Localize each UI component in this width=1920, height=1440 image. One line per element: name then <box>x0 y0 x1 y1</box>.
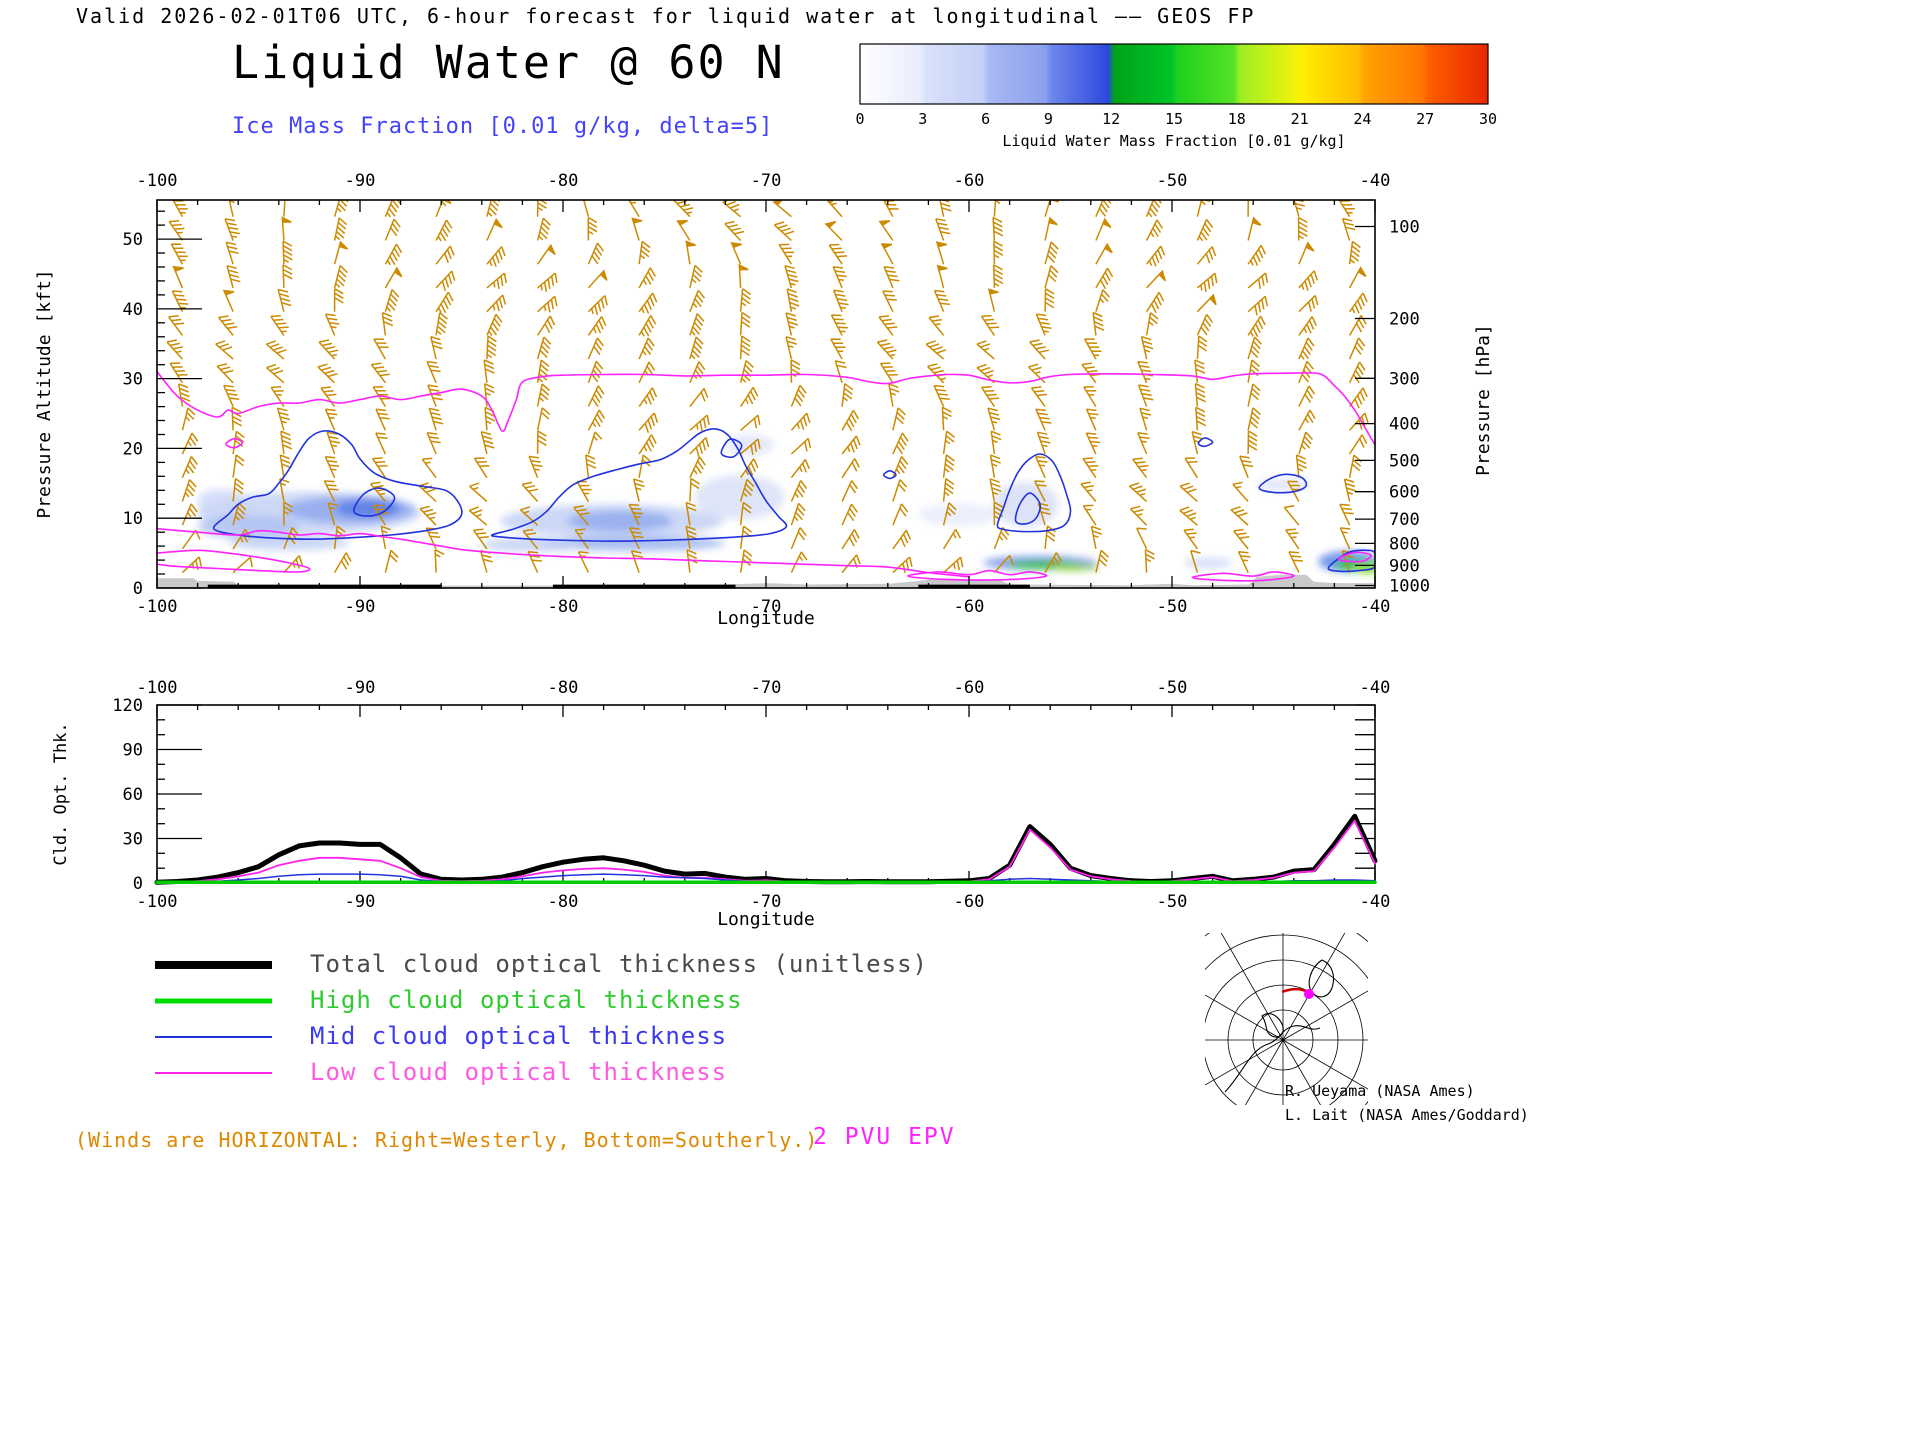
svg-text:500: 500 <box>1389 451 1420 471</box>
svg-text:3: 3 <box>918 110 927 128</box>
svg-text:9: 9 <box>1044 110 1053 128</box>
svg-text:Pressure Altitude [kft]: Pressure Altitude [kft] <box>34 269 55 518</box>
svg-text:-40: -40 <box>1360 597 1391 617</box>
page-title: Liquid Water @ 60 N <box>232 36 785 89</box>
svg-text:-50: -50 <box>1157 678 1188 698</box>
locator-map <box>1205 933 1368 1105</box>
svg-text:-90: -90 <box>345 171 376 191</box>
svg-text:-80: -80 <box>548 678 579 698</box>
colorbar-label: Liquid Water Mass Fraction [0.01 g/kg] <box>1002 132 1346 150</box>
svg-text:-100: -100 <box>137 678 178 698</box>
legend-label-high: High cloud optical thickness <box>310 986 743 1014</box>
svg-text:-70: -70 <box>751 597 782 617</box>
svg-text:800: 800 <box>1389 534 1420 554</box>
svg-text:Cld. Opt. Thk.: Cld. Opt. Thk. <box>51 722 71 865</box>
svg-text:12: 12 <box>1102 110 1120 128</box>
svg-text:-80: -80 <box>548 892 579 912</box>
svg-text:-80: -80 <box>548 171 579 191</box>
svg-text:-60: -60 <box>954 171 985 191</box>
ice-mass-subtitle: Ice Mass Fraction [0.01 g/kg, delta=5] <box>232 114 774 139</box>
svg-text:40: 40 <box>123 300 143 320</box>
svg-text:-60: -60 <box>954 678 985 698</box>
valid-line: Valid 2026-02-01T06 UTC, 6-hour forecast… <box>76 4 1256 28</box>
colorbar <box>859 43 1489 105</box>
svg-text:-50: -50 <box>1157 892 1188 912</box>
svg-text:0: 0 <box>855 110 864 128</box>
svg-text:900: 900 <box>1389 556 1420 576</box>
pvu-note: 2 PVU EPV <box>813 1124 956 1150</box>
pvu-contours <box>157 371 1375 582</box>
svg-text:600: 600 <box>1389 483 1420 503</box>
svg-text:21: 21 <box>1291 110 1309 128</box>
credit-line-1: R. Ueyama (NASA Ames) <box>1285 1082 1475 1100</box>
svg-text:30: 30 <box>123 830 143 850</box>
svg-text:10: 10 <box>123 509 143 529</box>
svg-text:15: 15 <box>1165 110 1183 128</box>
svg-text:-50: -50 <box>1157 597 1188 617</box>
svg-text:-100: -100 <box>137 597 178 617</box>
svg-text:24: 24 <box>1353 110 1371 128</box>
svg-text:-100: -100 <box>137 892 178 912</box>
svg-text:300: 300 <box>1389 369 1420 389</box>
svg-text:-40: -40 <box>1360 892 1391 912</box>
winds-note: (Winds are HORIZONTAL: Right=Westerly, B… <box>75 1128 819 1152</box>
cot-series <box>154 813 1378 885</box>
svg-text:-90: -90 <box>345 892 376 912</box>
wind-barbs <box>166 200 1369 574</box>
svg-text:-70: -70 <box>751 892 782 912</box>
liquid-water-shading <box>197 434 1375 574</box>
svg-text:90: 90 <box>123 741 143 761</box>
svg-text:18: 18 <box>1228 110 1246 128</box>
ice-contours <box>212 428 1375 573</box>
svg-text:1000: 1000 <box>1389 577 1430 597</box>
svg-text:120: 120 <box>112 696 143 716</box>
svg-text:50: 50 <box>123 230 143 250</box>
svg-text:-80: -80 <box>548 597 579 617</box>
axis-text: -100 -100 -90 -90 -80 -80 -70 -70 -60 -60 -50 -50 -4… <box>34 110 1497 930</box>
svg-text:-60: -60 <box>954 597 985 617</box>
svg-text:60: 60 <box>123 785 143 805</box>
svg-text:6: 6 <box>981 110 990 128</box>
legend-label-total: Total cloud optical thickness (unitless) <box>310 950 928 978</box>
svg-text:-70: -70 <box>751 171 782 191</box>
svg-text:Longitude: Longitude <box>717 608 815 629</box>
svg-text:0: 0 <box>133 874 143 894</box>
svg-text:-50: -50 <box>1157 171 1188 191</box>
svg-text:20: 20 <box>123 439 143 459</box>
svg-text:27: 27 <box>1416 110 1434 128</box>
svg-text:700: 700 <box>1389 510 1420 530</box>
svg-text:100: 100 <box>1389 218 1420 238</box>
svg-text:200: 200 <box>1389 310 1420 330</box>
svg-text:-40: -40 <box>1360 171 1391 191</box>
svg-text:Pressure [hPa]: Pressure [hPa] <box>1473 324 1494 476</box>
svg-text:400: 400 <box>1389 415 1420 435</box>
svg-text:-100: -100 <box>137 171 178 191</box>
svg-text:Longitude: Longitude <box>717 909 815 930</box>
svg-text:30: 30 <box>1479 110 1497 128</box>
credit-line-2: L. Lait (NASA Ames/Goddard) <box>1285 1106 1529 1124</box>
svg-text:-90: -90 <box>345 597 376 617</box>
svg-text:30: 30 <box>123 370 143 390</box>
svg-text:0: 0 <box>133 579 143 599</box>
legend-label-low: Low cloud optical thickness <box>310 1058 728 1086</box>
svg-text:-40: -40 <box>1360 678 1391 698</box>
legend-label-mid: Mid cloud optical thickness <box>310 1022 728 1050</box>
svg-text:-70: -70 <box>751 678 782 698</box>
svg-text:-90: -90 <box>345 678 376 698</box>
map-location-dot <box>1304 989 1314 999</box>
svg-text:-60: -60 <box>954 892 985 912</box>
